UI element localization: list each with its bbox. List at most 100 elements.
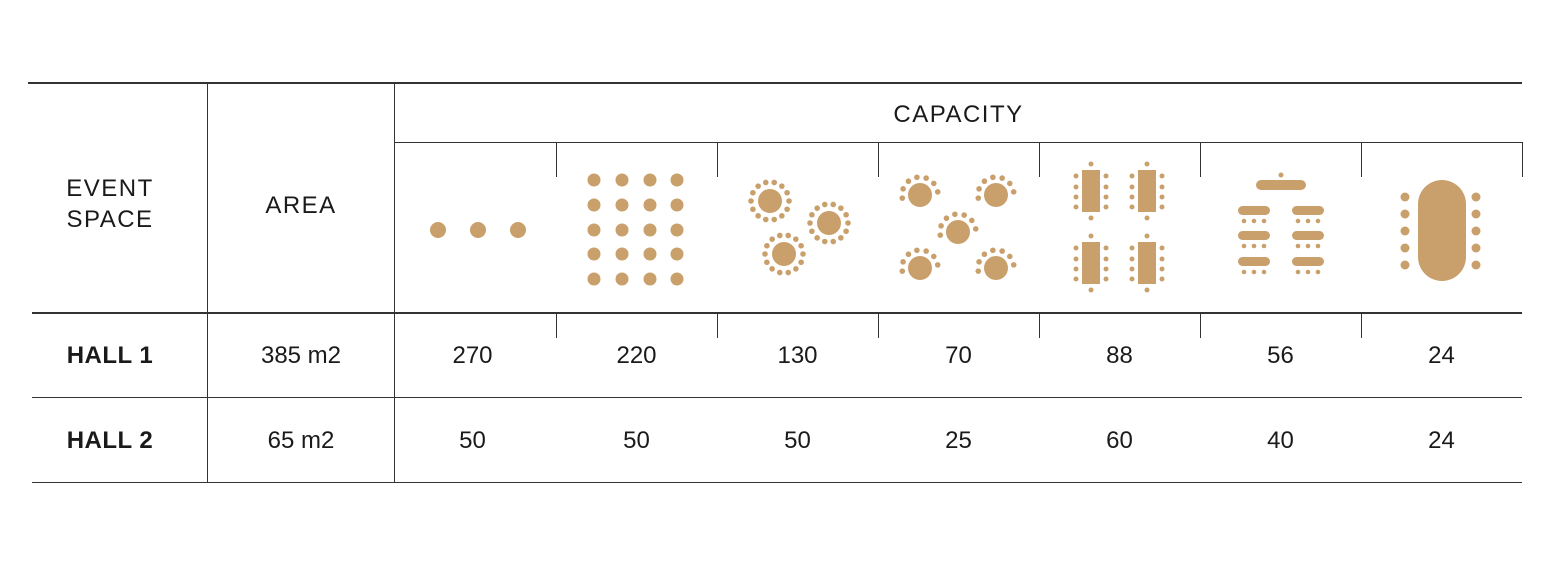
seat-dot: [615, 247, 629, 261]
seat-dot: [643, 223, 657, 237]
column-divider-capacity: [394, 83, 395, 482]
seat-dot: [838, 205, 844, 211]
seat-dot: [1010, 262, 1017, 268]
column-tick-top: [556, 142, 557, 177]
seat-dot: [923, 248, 929, 254]
banquet-round-tables-icon: [717, 150, 878, 310]
seat-dot: [784, 206, 790, 213]
round-table: [758, 189, 782, 213]
seat-dot: [785, 232, 792, 239]
seat-dot: [670, 173, 684, 187]
seat-dot: [1159, 256, 1165, 262]
seat-dot: [670, 247, 684, 261]
seat-dot: [845, 220, 851, 226]
seat-dot: [1073, 173, 1079, 179]
seat-dot: [1103, 194, 1109, 200]
hall-1-capacity-cabaret: 70: [945, 342, 972, 369]
seat-dot: [1159, 204, 1165, 210]
column-tick-top: [717, 142, 718, 177]
column-tick-top: [1361, 142, 1362, 177]
seat-dot: [750, 189, 756, 196]
seat-dot: [1315, 218, 1321, 224]
seat-dot: [670, 198, 684, 212]
round-table: [817, 211, 841, 235]
seat-dot: [1251, 218, 1257, 224]
seat-dot: [779, 213, 785, 219]
event-space-header-line2: SPACE: [66, 206, 154, 233]
classroom-table: [1238, 206, 1270, 215]
seat-dot: [798, 259, 804, 266]
seat-dot: [1010, 189, 1017, 195]
column-tick-bottom: [1200, 313, 1201, 338]
column-divider-area: [207, 83, 208, 482]
seat-dot: [1103, 276, 1109, 282]
seat-dot: [1103, 256, 1109, 262]
seat-dot: [785, 269, 792, 276]
theatre-layout-icon: [395, 150, 556, 310]
seat-dot: [843, 211, 849, 218]
round-table: [908, 256, 932, 280]
seat-dot: [587, 173, 601, 187]
seat-dot: [975, 195, 982, 201]
event-space-header-line1: EVENT: [66, 175, 154, 202]
seat-dot: [750, 206, 756, 213]
seat-dot: [1073, 204, 1079, 210]
hall-1-capacity-classroom: 220: [616, 342, 657, 369]
seat-dot: [587, 247, 601, 261]
rect-table: [1082, 170, 1100, 212]
seat-dot: [1073, 266, 1079, 272]
seat-dot: [762, 179, 769, 186]
seat-dot: [905, 178, 912, 185]
hall-2-capacity-u-shape: 40: [1267, 427, 1294, 454]
seat-dot: [1261, 243, 1267, 249]
seat-dot: [1006, 180, 1013, 187]
seat-dot: [762, 251, 768, 257]
column-tick-bottom: [556, 313, 557, 338]
seat-dot: [1159, 184, 1165, 190]
seat-dot: [1129, 204, 1135, 210]
seat-dot: [981, 251, 988, 258]
seat-dot: [1159, 173, 1165, 179]
seat-dot: [975, 268, 982, 274]
seat-dot: [843, 228, 849, 235]
round-table: [908, 183, 932, 207]
seat-dot: [937, 232, 944, 238]
seat-dot: [1103, 204, 1109, 210]
seat-dot: [1159, 245, 1165, 251]
seat-dot: [779, 183, 785, 189]
boardroom-oval-table-icon: [1361, 150, 1522, 310]
seat-dot: [905, 251, 912, 258]
seat-dot: [793, 236, 799, 242]
rect-table: [1082, 242, 1100, 284]
seat-dot: [1088, 233, 1094, 239]
seat-dot: [1103, 184, 1109, 190]
row-divider: [32, 397, 1522, 398]
hall-2-capacity-banquet: 50: [784, 427, 811, 454]
seat-dot: [914, 247, 920, 254]
seat-dot: [1129, 194, 1135, 200]
hall-2-capacity-rect-tables: 60: [1106, 427, 1133, 454]
seat-dot: [1129, 276, 1135, 282]
seat-dot: [643, 198, 657, 212]
seat-dot: [821, 238, 828, 245]
seat-dot: [786, 198, 792, 204]
seat-dot: [976, 186, 982, 192]
rectangular-tables-layout-icon: [1039, 150, 1200, 310]
seat-dot: [1295, 269, 1301, 275]
seat-dot: [999, 248, 1005, 254]
round-table: [772, 242, 796, 266]
seat-dot: [643, 173, 657, 187]
hall-2-capacity-cabaret: 25: [945, 427, 972, 454]
seat-dot: [1159, 194, 1165, 200]
seat-dot: [615, 198, 629, 212]
seat-dot: [769, 236, 775, 242]
u-shape-classroom-layout-icon: [1200, 150, 1361, 310]
rect-table: [1138, 242, 1156, 284]
seat-dot: [1006, 253, 1013, 260]
seat-dot: [1073, 256, 1079, 262]
seat-dot: [1088, 287, 1094, 293]
seat-dot: [807, 220, 813, 226]
classroom-table: [1292, 231, 1324, 240]
seat-dot: [1144, 215, 1150, 221]
column-tick-bottom: [717, 313, 718, 338]
